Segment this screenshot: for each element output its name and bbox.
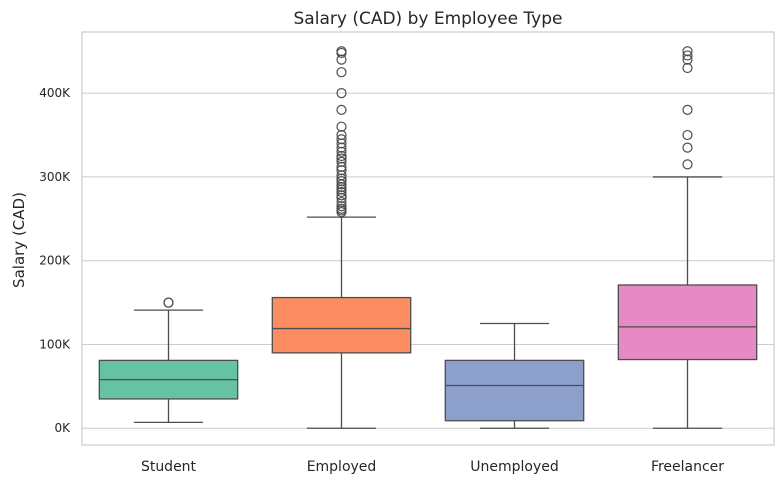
outlier-point <box>336 88 347 99</box>
iqr-box <box>271 296 412 354</box>
outlier-point <box>336 67 347 78</box>
y-axis-label: Salary (CAD) <box>10 192 28 288</box>
x-tick-label: Employed <box>307 459 377 475</box>
outlier-point <box>336 138 347 149</box>
outlier-point <box>336 121 347 132</box>
box-series <box>98 46 758 429</box>
outlier-point <box>336 196 347 208</box>
outlier-point <box>682 129 693 141</box>
outlier-point <box>336 153 347 164</box>
outlier-point <box>336 150 347 162</box>
outlier-point <box>682 104 693 116</box>
x-tick-label: Unemployed <box>470 459 559 475</box>
outlier-point <box>336 190 347 201</box>
outlier-point <box>336 184 347 195</box>
outlier-point <box>336 186 347 198</box>
outlier-point <box>336 201 347 212</box>
outlier-point <box>336 192 347 203</box>
y-tick-label: 200K <box>39 254 71 268</box>
y-tick-label: 400K <box>39 86 71 100</box>
chart-title: Salary (CAD) by Employee Type <box>294 9 563 29</box>
outlier-point <box>336 156 347 167</box>
box-group-student <box>98 297 239 424</box>
y-axis-ticks: 0K 100K 200K 300K 400K <box>39 86 71 435</box>
box-group-unemployed <box>444 322 585 429</box>
outlier-point <box>682 46 693 57</box>
iqr-box <box>617 284 758 361</box>
outlier-point <box>163 297 174 308</box>
outlier-point <box>682 50 693 61</box>
outlier-point <box>336 176 347 187</box>
outlier-point <box>336 146 347 157</box>
iqr-box <box>444 359 585 422</box>
outlier-point <box>336 46 347 57</box>
x-axis-ticks: Student Employed Unemployed Freelancer <box>141 459 724 475</box>
x-tick-label: Student <box>141 459 197 475</box>
x-tick-label: Freelancer <box>651 459 724 475</box>
outlier-point <box>682 54 693 65</box>
outlier-point <box>336 104 347 116</box>
outlier-point <box>336 161 347 172</box>
outlier-point <box>682 159 693 170</box>
outlier-point <box>336 181 347 193</box>
outlier-point <box>336 142 347 153</box>
outlier-point <box>336 170 347 181</box>
outlier-point <box>682 142 693 153</box>
plot-area <box>81 31 775 446</box>
y-tick-label: 0K <box>54 421 71 435</box>
box-group-employed <box>271 46 412 429</box>
outlier-point <box>336 165 347 176</box>
y-tick-label: 100K <box>39 337 71 351</box>
outlier-point <box>336 134 347 145</box>
outlier-point <box>336 129 347 141</box>
outlier-point <box>336 203 347 214</box>
outlier-point <box>682 62 693 74</box>
outlier-point <box>336 54 347 65</box>
y-tick-label: 300K <box>39 170 71 184</box>
box-group-freelancer <box>617 46 758 429</box>
outlier-point <box>336 173 347 184</box>
